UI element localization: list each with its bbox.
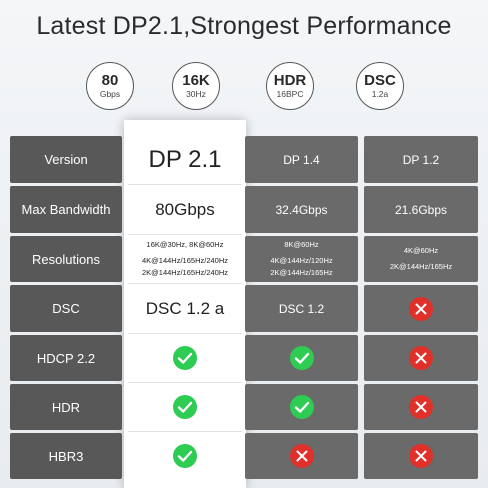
row-label-hdr: HDR — [10, 384, 122, 430]
cross-icon — [409, 346, 433, 370]
resolution-line: 2K@144Hz/165Hz/240Hz — [142, 268, 228, 277]
check-icon — [173, 444, 197, 468]
dp12-hdcp — [364, 335, 478, 381]
resolution-line: 2K@144Hz/165Hz — [389, 262, 453, 271]
dp21-highlight-column — [124, 120, 246, 488]
badge-value: 16K — [182, 72, 210, 89]
dp21-version: DP 2.1 — [148, 145, 222, 173]
cross-icon — [409, 296, 433, 321]
resolution-badge: 16K 30Hz — [172, 62, 220, 110]
dp21-hbr3 — [124, 433, 246, 479]
dp14-hdr — [245, 384, 358, 430]
badge-unit: 1.2a — [371, 89, 389, 99]
divider — [128, 382, 242, 383]
dp21-resolutions: 16K@30Hz, 8K@60Hz 4K@144Hz/165Hz/240Hz 2… — [124, 236, 246, 282]
resolution-line: 16K@30Hz, 8K@60Hz — [146, 240, 224, 249]
row-label-resolutions: Resolutions — [10, 236, 122, 282]
row-label-hdcp: HDCP 2.2 — [10, 335, 122, 381]
divider — [128, 333, 242, 334]
row-label-version: Version — [10, 136, 122, 183]
cross-icon — [289, 444, 314, 468]
check-icon — [173, 395, 197, 419]
check-icon — [289, 346, 314, 370]
divider — [128, 234, 242, 235]
dp12-hbr3 — [364, 433, 478, 479]
hdr-badge: HDR 16BPC — [266, 62, 314, 110]
resolution-line: 4K@144Hz/165Hz/240Hz — [142, 256, 228, 265]
dp12-hdr — [364, 384, 478, 430]
dp14-hbr3 — [245, 433, 358, 479]
badge-unit: 30Hz — [186, 89, 206, 99]
dp12-bandwidth: 21.6Gbps — [364, 186, 478, 233]
dp21-hdcp — [124, 335, 246, 381]
bandwidth-badge: 80 Gbps — [86, 62, 134, 110]
dp14-hdcp — [245, 335, 358, 381]
resolution-line: 4K@144Hz/120Hz — [270, 256, 333, 265]
check-icon — [173, 346, 197, 370]
divider — [128, 431, 242, 432]
dp21-bandwidth: 80Gbps — [155, 199, 215, 219]
resolution-line: 4K@60Hz — [403, 246, 439, 255]
row-label-bandwidth: Max Bandwidth — [10, 186, 122, 233]
resolution-line: 2K@144Hz/165Hz — [270, 268, 333, 277]
badge-value: HDR — [273, 72, 307, 89]
divider — [128, 283, 242, 284]
row-label-dsc: DSC — [10, 285, 122, 332]
resolution-line: 8K@60Hz — [284, 240, 319, 249]
cross-icon — [409, 444, 433, 468]
row-label-hbr3: HBR3 — [10, 433, 122, 479]
dp21-hdr — [124, 384, 246, 430]
dsc-badge: DSC 1.2a — [356, 62, 404, 110]
badge-value: 80 — [101, 72, 119, 89]
check-icon — [289, 395, 314, 419]
dp12-dsc — [364, 285, 478, 332]
page-title: Latest DP2.1,Strongest Performance — [36, 12, 452, 40]
dp14-version: DP 1.4 — [245, 136, 358, 183]
dp14-resolutions: 8K@60Hz 4K@144Hz/120Hz 2K@144Hz/165Hz — [245, 236, 358, 282]
badge-unit: Gbps — [99, 89, 121, 99]
dp14-bandwidth: 32.4Gbps — [245, 186, 358, 233]
dp12-resolutions: 4K@60Hz 2K@144Hz/165Hz — [364, 236, 478, 282]
badge-value: DSC — [364, 72, 396, 89]
badge-unit: 16BPC — [276, 89, 304, 99]
divider — [128, 184, 242, 185]
dp21-dsc: DSC 1.2 a — [145, 298, 225, 318]
dp14-dsc: DSC 1.2 — [245, 285, 358, 332]
dp12-version: DP 1.2 — [364, 136, 478, 183]
cross-icon — [409, 395, 433, 419]
